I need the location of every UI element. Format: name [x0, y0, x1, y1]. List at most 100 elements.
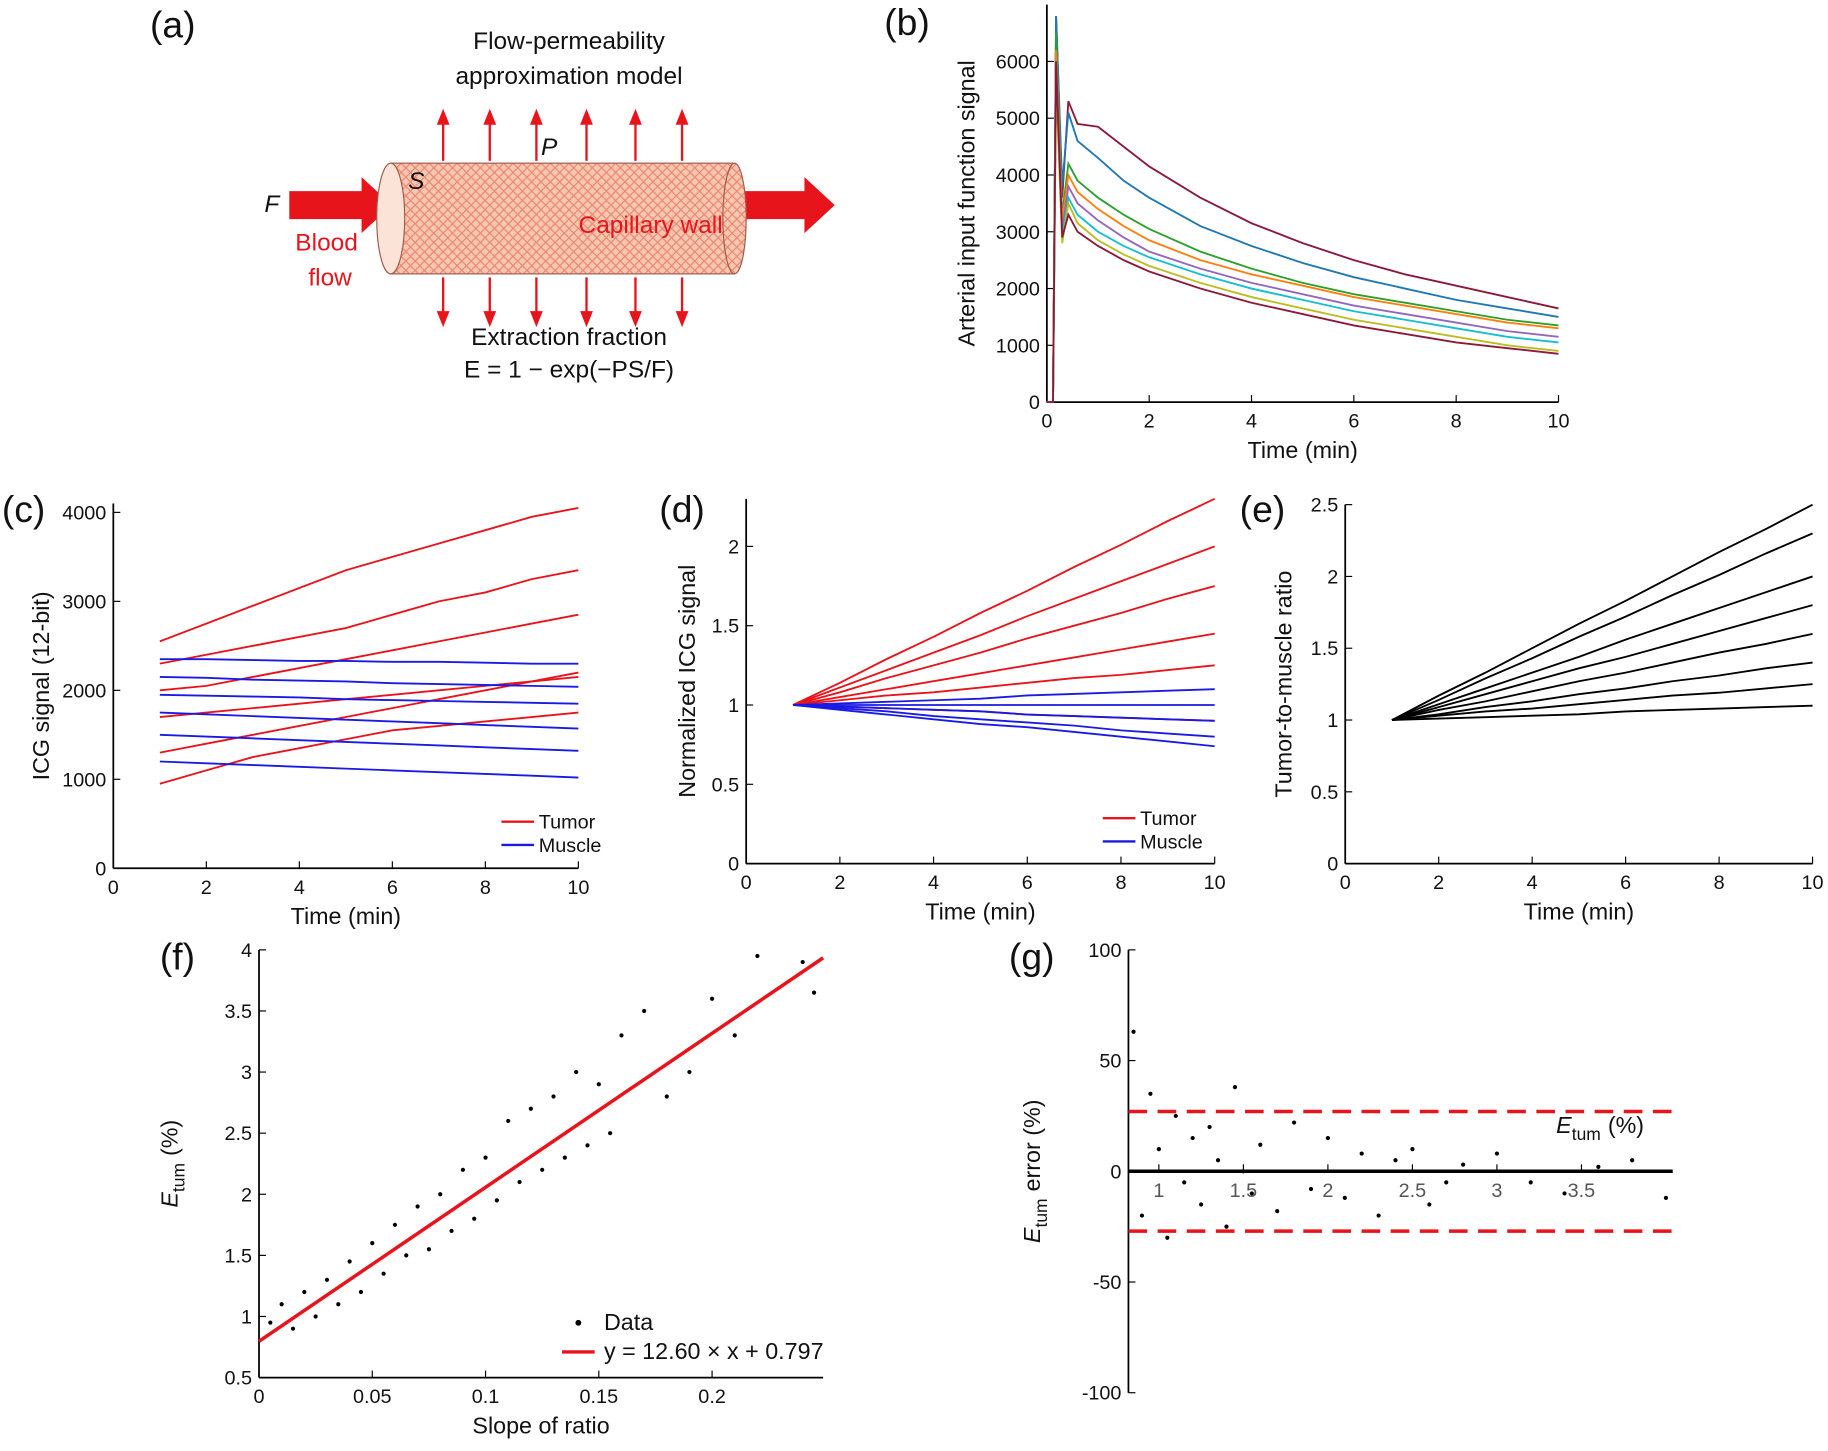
point: [709, 996, 715, 1001]
diagram-a: (a) Flow-permeability approximation mode…: [150, 3, 835, 384]
y-tick-label: 6000: [996, 51, 1040, 73]
legend-label: Muscle: [1140, 831, 1203, 853]
point: [528, 1106, 533, 1111]
point: [1630, 1158, 1635, 1163]
point: [1224, 1224, 1229, 1229]
point: [1528, 1180, 1533, 1185]
x-axis-label: Time (min): [1524, 899, 1634, 925]
x-axis-label: Time (min): [291, 903, 401, 929]
label-main: E: [1019, 1227, 1045, 1243]
chart-panel: (b) 0 2 4 6 8 10 0 1000 2000 3000 4000 5000 6000 Time …: [884, 1, 1569, 463]
point: [336, 1302, 341, 1307]
legend-label: y = 12.60 × x + 0.797: [604, 1338, 824, 1364]
curve: [792, 632, 1215, 706]
point: [1494, 1151, 1500, 1156]
y-tick-label: 2000: [996, 279, 1040, 301]
curve: [1391, 661, 1813, 721]
point: [370, 1241, 375, 1246]
curve: [792, 664, 1215, 706]
label-rest: error (%): [1019, 1100, 1045, 1192]
diagram-title: approximation model: [455, 63, 682, 90]
point: [1410, 1147, 1415, 1152]
curve: [1046, 33, 1559, 404]
point: [426, 1247, 432, 1252]
x-tick-label: 0.2: [698, 1386, 726, 1408]
wall-label: Capillary wall: [579, 212, 723, 239]
curve: [159, 733, 579, 752]
y-axis-label: Arterial input function signal: [954, 60, 980, 346]
y-tick-label: 1.5: [1311, 638, 1339, 660]
x-tick-label: 0: [108, 877, 119, 899]
x-tick-label: 2: [1322, 1180, 1333, 1202]
y-tick-label: 0.5: [712, 774, 740, 796]
point: [1325, 1135, 1330, 1141]
curve: [1391, 503, 1814, 721]
point: [1215, 1158, 1221, 1163]
x-tick-label: 1.5: [1230, 1180, 1258, 1202]
point: [404, 1253, 409, 1258]
point: [540, 1167, 545, 1172]
y-axis-label: Etum error (%): [1019, 1100, 1051, 1244]
point: [1241, 1169, 1246, 1174]
label-sub: tum: [168, 1163, 188, 1192]
point: [1461, 1162, 1466, 1167]
point: [279, 1302, 284, 1307]
point: [290, 1326, 296, 1331]
panel-label: (f): [160, 936, 195, 978]
point: [1199, 1202, 1204, 1207]
y-tick-label: 0: [1110, 1161, 1121, 1183]
x-tick-label: 0: [1041, 411, 1052, 433]
curve: [792, 704, 1215, 722]
x-tick-label: 4: [294, 877, 305, 899]
curve: [1391, 704, 1813, 721]
point: [585, 1143, 590, 1148]
panel-label: (d): [659, 488, 705, 530]
y-tick-label: 1: [241, 1306, 252, 1328]
y-tick-label: 1: [1327, 710, 1338, 732]
x-tick-label: 2: [201, 877, 212, 899]
x-tick-label: 8: [1451, 411, 1462, 433]
x-tick-label: 6: [1348, 411, 1359, 433]
legend-label: Muscle: [539, 835, 602, 857]
x-tick-label: 3.5: [1568, 1180, 1596, 1202]
x-tick-label: 8: [480, 877, 491, 899]
y-tick-label: 2000: [62, 680, 106, 702]
point: [1393, 1158, 1398, 1163]
y-tick-label: -50: [1093, 1272, 1122, 1294]
point: [608, 1131, 613, 1136]
legend-label: Tumor: [539, 812, 596, 834]
curve: [1046, 61, 1559, 404]
y-tick-label: 4: [241, 940, 252, 962]
point: [551, 1094, 556, 1099]
curve: [1046, 61, 1559, 404]
point: [506, 1118, 511, 1124]
x-tick-label: 2: [834, 872, 845, 894]
point: [1291, 1120, 1297, 1125]
x-tick-label: 8: [1714, 872, 1725, 894]
curve: [159, 613, 579, 692]
curve: [159, 507, 579, 643]
permeation-arrows: [436, 108, 689, 328]
point: [1207, 1124, 1212, 1130]
x-tick-label: 2: [1144, 411, 1155, 433]
y-axis-label: Etum (%): [156, 1120, 188, 1208]
y-tick-label: 1: [728, 695, 739, 717]
curve: [1391, 575, 1813, 721]
point: [483, 1155, 488, 1160]
point: [596, 1082, 601, 1087]
point: [1562, 1191, 1567, 1196]
y-tick-label: 4000: [996, 165, 1040, 187]
point: [472, 1216, 477, 1221]
y-tick-label: 1.5: [712, 616, 740, 638]
y-tick-label: 5000: [996, 108, 1040, 130]
point: [1156, 1147, 1161, 1152]
point: [619, 1033, 624, 1038]
point: [1342, 1195, 1347, 1200]
point: [1139, 1213, 1145, 1218]
y-tick-label: 2: [241, 1184, 252, 1206]
chart-panel: (g) 1 1.5 2 2.5 3 3.5 -100 -50 0 50 100 Etum (%) Etum e…: [1009, 936, 1673, 1405]
y-tick-label: 2.5: [224, 1123, 252, 1145]
curve: [792, 688, 1215, 706]
point: [1258, 1142, 1263, 1147]
panel-label: (e): [1240, 488, 1286, 530]
